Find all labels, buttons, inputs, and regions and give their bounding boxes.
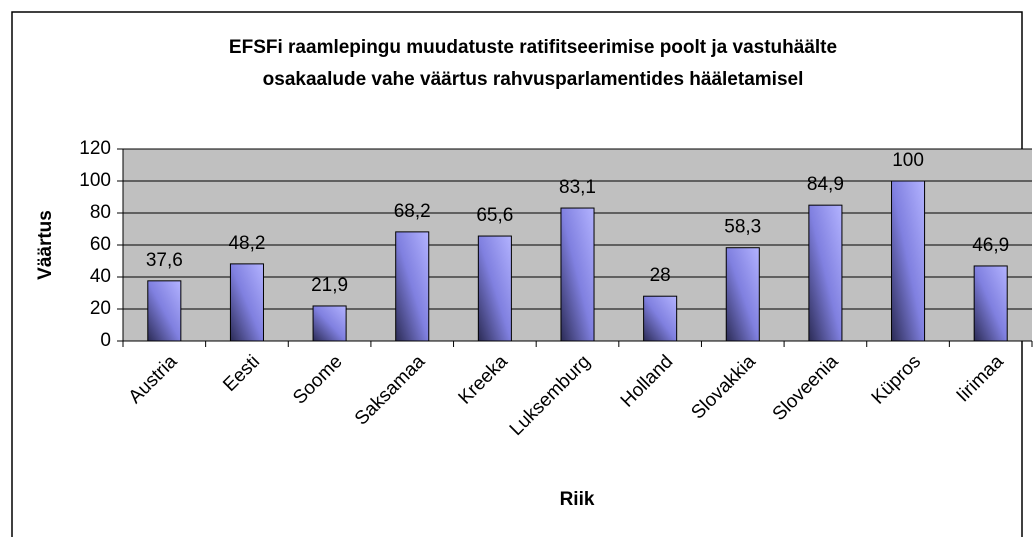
bar	[560, 207, 595, 342]
data-label: 83,1	[559, 177, 596, 198]
bar	[973, 265, 1008, 342]
data-label: 58,3	[724, 217, 761, 238]
bar	[312, 305, 347, 342]
bar	[808, 204, 843, 342]
y-tick-label: 20	[90, 298, 111, 319]
chart-title: EFSFi raamlepingu muudatuste ratifitseer…	[229, 37, 837, 58]
bar	[891, 180, 926, 342]
bar	[477, 235, 512, 342]
data-label: 46,9	[972, 235, 1009, 256]
data-label: 65,6	[476, 205, 513, 226]
y-tick-label: 40	[90, 266, 111, 287]
chart-title: osakaalude vahe väärtus rahvusparlamenti…	[263, 69, 804, 90]
data-label: 37,6	[146, 250, 183, 271]
bar	[395, 231, 430, 342]
y-tick-label: 80	[90, 202, 111, 223]
bar	[643, 295, 678, 342]
y-tick-label: 120	[79, 138, 111, 159]
data-label: 21,9	[311, 275, 348, 296]
y-axis-title: Väärtus	[35, 210, 56, 280]
bar	[147, 280, 182, 342]
data-label: 48,2	[228, 233, 265, 254]
x-axis-title: Riik	[560, 489, 595, 510]
y-tick-label: 0	[100, 330, 111, 351]
data-label: 68,2	[394, 201, 431, 222]
data-label: 84,9	[807, 174, 844, 195]
data-label: 100	[892, 150, 924, 171]
data-label: 28	[650, 265, 671, 286]
bar	[229, 263, 264, 342]
y-tick-label: 100	[79, 170, 111, 191]
bar	[725, 247, 760, 342]
y-tick-label: 60	[90, 234, 111, 255]
